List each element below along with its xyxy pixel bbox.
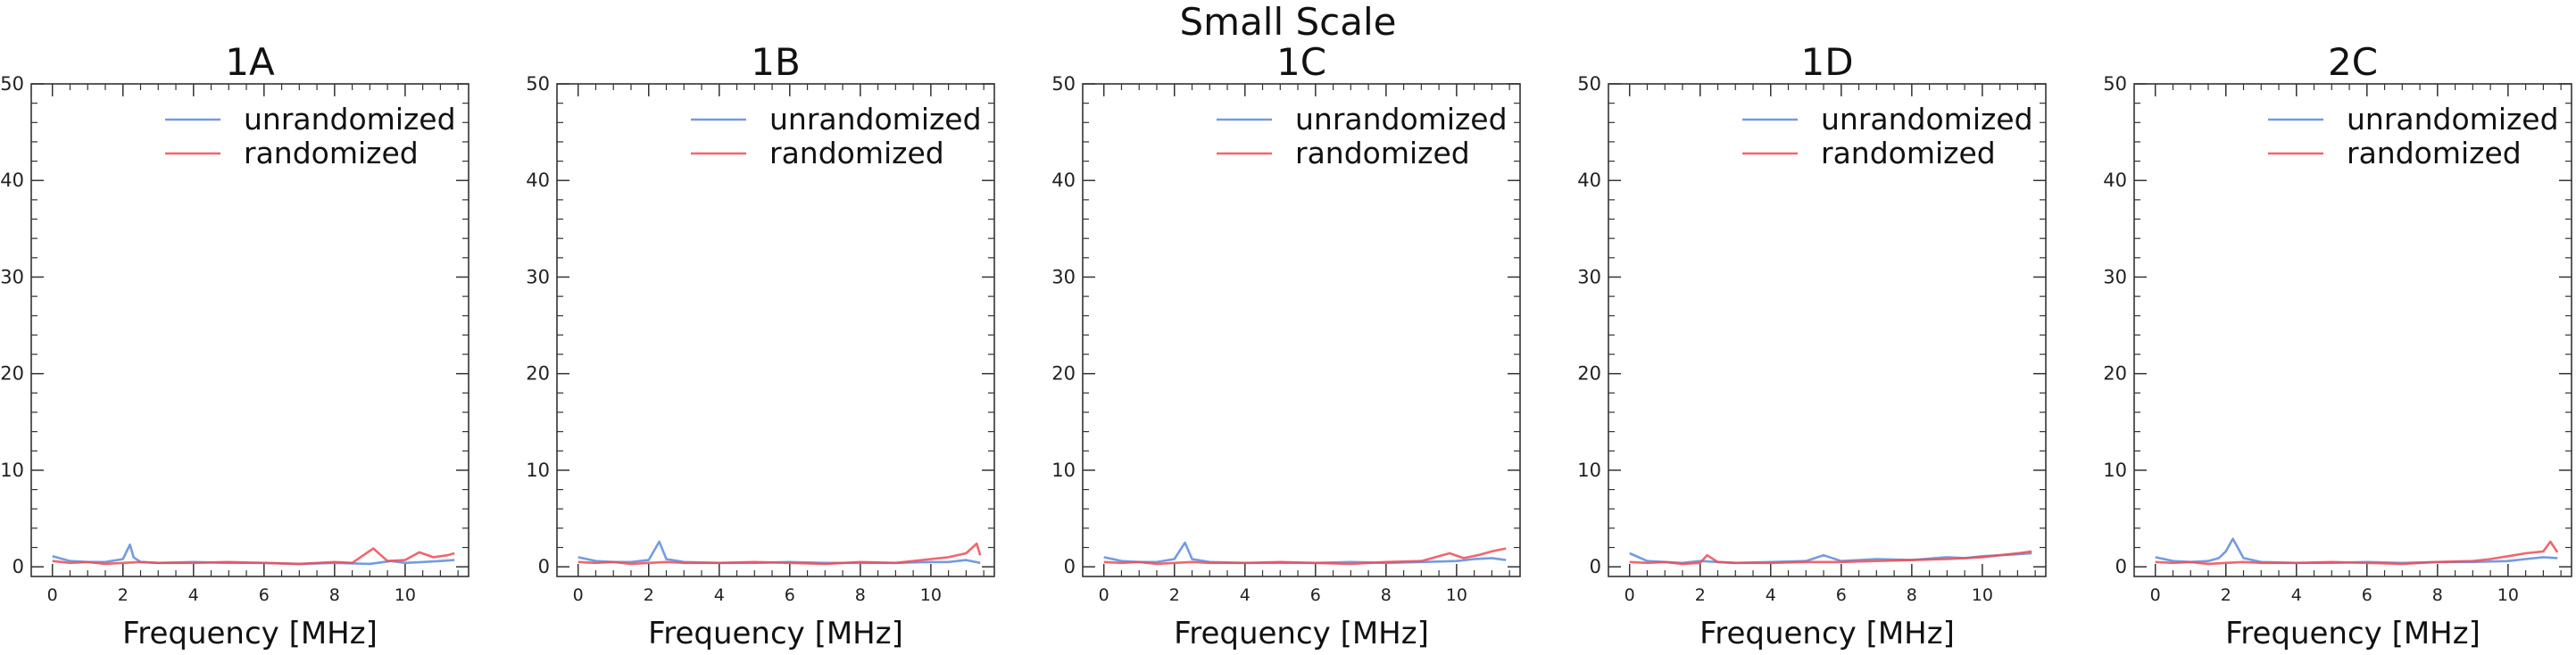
legend-label-randomized: randomized — [1295, 136, 1470, 170]
legend-label-unrandomized: unrandomized — [769, 102, 982, 137]
y-tick-label: 40 — [1051, 170, 1076, 191]
x-tick-label: 8 — [329, 585, 340, 605]
plot-frame — [1608, 83, 2047, 577]
y-tick-label: 30 — [526, 266, 550, 287]
x-tick-label: 10 — [1972, 585, 1993, 605]
x-axis-label: Frequency [MHz] — [1699, 616, 1955, 651]
y-tick-label: 10 — [1577, 460, 1601, 481]
plot-frame — [30, 83, 469, 577]
x-tick-label: 6 — [1310, 585, 1321, 605]
y-tick-label: 10 — [2103, 460, 2127, 481]
x-tick-label: 2 — [2221, 585, 2231, 605]
y-tick-label: 30 — [1051, 266, 1076, 287]
x-tick-label: 0 — [1625, 585, 1635, 605]
y-tick-label: 30 — [1577, 266, 1601, 287]
series-line-randomized — [1103, 547, 1507, 566]
y-tick-label: 0 — [2115, 556, 2127, 577]
y-tick-label: 10 — [526, 460, 550, 481]
y-tick-label: 40 — [526, 170, 550, 191]
y-tick-label: 40 — [0, 170, 24, 191]
legend-label-unrandomized: unrandomized — [1821, 102, 2033, 137]
x-tick-label: 10 — [2497, 585, 2519, 605]
panel-2c: 0 10 20 30 40 50 0 2 4 6 8 10 2C Frequency [MHz] unran… — [2103, 40, 2572, 651]
y-tick-label: 10 — [0, 460, 24, 481]
x-tick-label: 8 — [855, 585, 866, 605]
x-tick-label: 6 — [1836, 585, 1847, 605]
x-tick-label: 6 — [259, 585, 270, 605]
series-line-randomized — [1629, 550, 2032, 566]
panel-1a: 0 10 20 30 40 50 0 2 4 6 8 10 1A Frequency [MHz] unran… — [0, 40, 469, 651]
x-tick-label: 2 — [644, 585, 654, 605]
x-axis-label: Frequency [MHz] — [2225, 616, 2480, 651]
series-line-randomized — [52, 547, 455, 566]
y-tick-label: 40 — [1577, 170, 1601, 191]
x-tick-label: 10 — [920, 585, 942, 605]
x-tick-label: 4 — [2291, 585, 2302, 605]
series-line-randomized — [578, 542, 982, 566]
legend-label-unrandomized: unrandomized — [2347, 102, 2559, 137]
x-tick-label: 2 — [1169, 585, 1180, 605]
y-tick-label: 50 — [1051, 73, 1076, 95]
x-tick-label: 2 — [118, 585, 129, 605]
panel-title: 2C — [2328, 40, 2378, 84]
y-tick-label: 0 — [1590, 556, 1601, 577]
y-tick-label: 20 — [526, 363, 550, 385]
series-line-unrandomized — [2155, 537, 2558, 565]
x-tick-label: 8 — [1907, 585, 1917, 605]
legend-label-unrandomized: unrandomized — [244, 102, 456, 137]
y-tick-label: 20 — [0, 363, 24, 385]
y-tick-label: 0 — [1064, 556, 1076, 577]
x-tick-label: 2 — [1695, 585, 1706, 605]
panel-title: 1C — [1276, 40, 1326, 84]
y-tick-label: 20 — [2103, 363, 2127, 385]
legend-label-randomized: randomized — [244, 136, 419, 170]
y-tick-label: 50 — [0, 73, 24, 95]
plot-frame — [2133, 83, 2572, 577]
y-tick-label: 0 — [12, 556, 24, 577]
y-tick-label: 10 — [1051, 460, 1076, 481]
panel-1b: 0 10 20 30 40 50 0 2 4 6 8 10 1B Frequency [MHz] unran… — [526, 40, 995, 651]
y-tick-label: 0 — [538, 556, 550, 577]
x-axis-label: Frequency [MHz] — [648, 616, 903, 651]
x-tick-label: 10 — [1446, 585, 1467, 605]
y-tick-label: 50 — [2103, 73, 2127, 95]
y-tick-label: 30 — [2103, 266, 2127, 287]
x-axis-label: Frequency [MHz] — [122, 616, 378, 651]
panel-title: 1D — [1800, 40, 1853, 84]
panel-1d: 0 10 20 30 40 50 0 2 4 6 8 10 1D Frequency [MHz] unran… — [1577, 40, 2047, 651]
x-axis-label: Frequency [MHz] — [1174, 616, 1429, 651]
legend-label-randomized: randomized — [769, 136, 944, 170]
panel-title: 1B — [751, 40, 801, 84]
y-tick-label: 20 — [1577, 363, 1601, 385]
x-tick-label: 4 — [714, 585, 725, 605]
x-tick-label: 6 — [2362, 585, 2372, 605]
x-tick-label: 8 — [2432, 585, 2443, 605]
x-tick-label: 0 — [47, 585, 58, 605]
plot-frame — [1082, 83, 1521, 577]
y-tick-label: 40 — [2103, 170, 2127, 191]
plot-frame — [556, 83, 995, 577]
legend-label-randomized: randomized — [1821, 136, 1996, 170]
y-tick-label: 30 — [0, 266, 24, 287]
panel-title: 1A — [225, 40, 275, 84]
legend-label-unrandomized: unrandomized — [1295, 102, 1508, 137]
x-tick-label: 4 — [1240, 585, 1251, 605]
x-tick-label: 8 — [1381, 585, 1392, 605]
series-line-randomized — [2155, 540, 2559, 566]
x-tick-label: 10 — [395, 585, 416, 605]
x-tick-label: 4 — [1766, 585, 1776, 605]
x-tick-label: 4 — [188, 585, 199, 605]
figure-title: Small Scale — [1179, 0, 1397, 44]
panel-1c: 0 10 20 30 40 50 0 2 4 6 8 10 1C Frequency [MHz] unran… — [1051, 40, 1521, 651]
y-tick-label: 50 — [1577, 73, 1601, 95]
x-tick-label: 6 — [785, 585, 795, 605]
y-tick-label: 20 — [1051, 363, 1076, 385]
x-tick-label: 0 — [2150, 585, 2161, 605]
y-tick-label: 50 — [526, 73, 550, 95]
series-line-unrandomized — [1103, 541, 1507, 565]
x-tick-label: 0 — [573, 585, 584, 605]
x-tick-label: 0 — [1099, 585, 1109, 605]
legend-label-randomized: randomized — [2347, 136, 2522, 170]
